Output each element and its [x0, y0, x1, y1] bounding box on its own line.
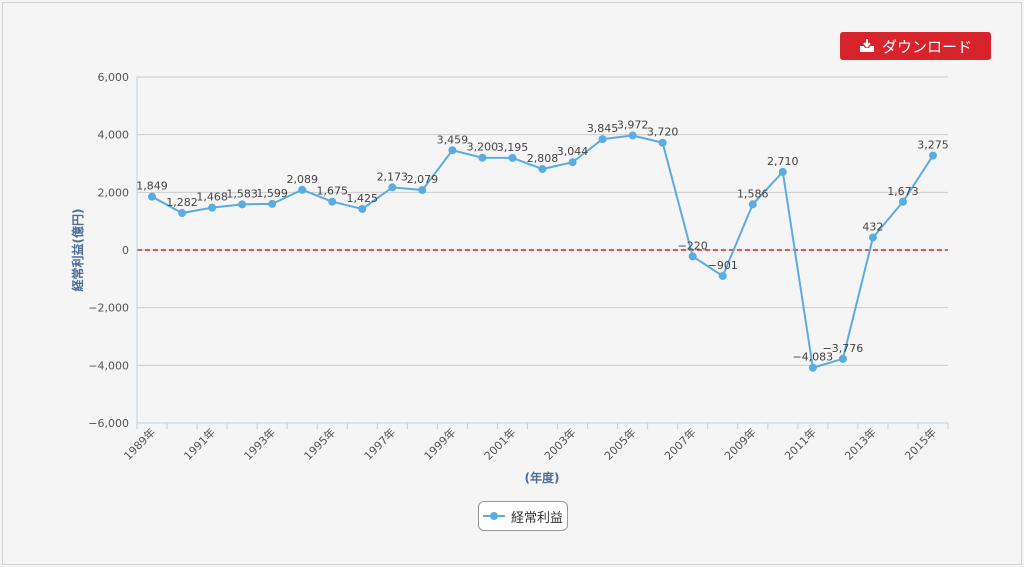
download-button-label: ダウンロード: [881, 37, 972, 56]
download-button[interactable]: ダウンロード: [840, 32, 991, 60]
legend-item-keijo-rieki[interactable]: 経常利益: [478, 501, 568, 531]
legend-label: 経常利益: [510, 510, 563, 526]
legend-marker: [482, 511, 505, 521]
download-tray-icon: [859, 39, 874, 52]
